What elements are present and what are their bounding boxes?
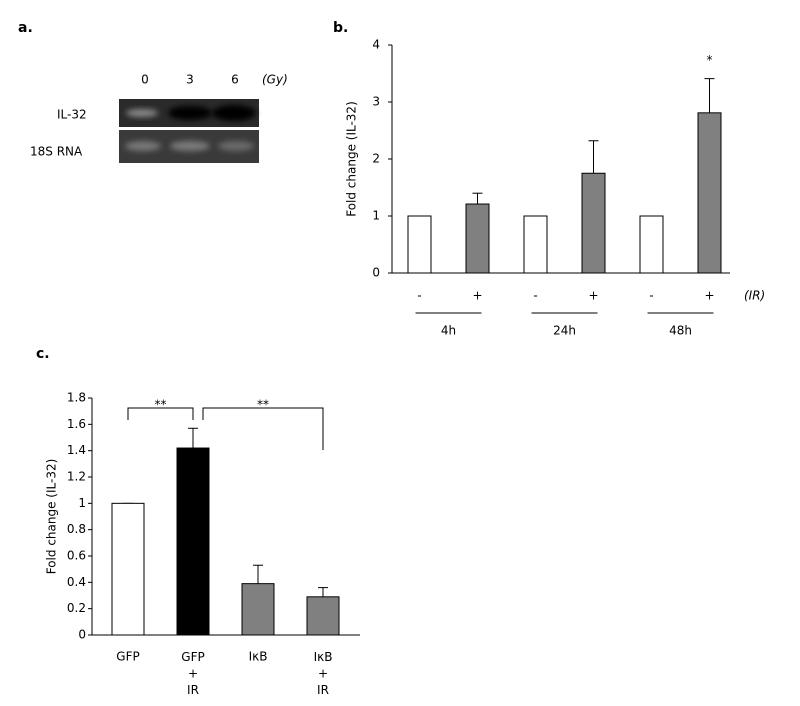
x-tick-line: IR — [187, 683, 199, 697]
y-tick-label: 0.4 — [67, 575, 86, 589]
bar — [523, 215, 548, 274]
y-tick-label: 4 — [372, 38, 380, 52]
x-tick-line: GFP — [181, 650, 204, 664]
x-tick-label: - — [649, 289, 653, 303]
bar — [306, 596, 340, 636]
bar — [176, 447, 210, 636]
bar — [581, 172, 606, 274]
unit-label: (Gy) — [262, 73, 288, 87]
bar — [111, 502, 145, 636]
row-label: IL-32 — [57, 108, 87, 122]
y-tick-label: 0 — [78, 628, 86, 642]
lane-label: 6 — [231, 73, 239, 87]
panel-label: c. — [36, 346, 50, 362]
row-label: 18S RNA — [30, 145, 83, 159]
x-tick-label: + — [588, 289, 598, 303]
x-tick-label: GFP — [116, 650, 139, 664]
significance-label: ** — [257, 398, 269, 412]
y-tick-label: 1.6 — [67, 417, 86, 431]
x-tick-line: + — [188, 666, 198, 680]
x-tick-line: + — [318, 666, 328, 680]
annotation: * — [707, 53, 713, 67]
y-tick-label: 1.4 — [67, 443, 86, 457]
x-tick-line: IR — [317, 683, 329, 697]
y-tick-label: 1.2 — [67, 470, 86, 484]
x-tick-line: IκB — [314, 650, 333, 664]
bar — [639, 215, 664, 274]
x-axis-label: (IR) — [744, 289, 765, 303]
x-tick-label: GFP + IR — [181, 650, 204, 697]
group-label: 4h — [441, 324, 456, 338]
x-tick-label: + — [704, 289, 714, 303]
x-tick-label: IκB + IR — [314, 650, 333, 697]
y-tick-label: 1.8 — [67, 391, 86, 405]
y-tick-label: 2 — [372, 152, 380, 166]
y-tick-label: 1 — [372, 209, 380, 223]
panel-label: a. — [18, 20, 33, 36]
bar — [241, 583, 275, 636]
y-tick-label: 0.2 — [67, 601, 86, 615]
y-tick-label: 0.6 — [67, 549, 86, 563]
group-label: 48h — [669, 324, 692, 338]
y-tick-label: 1 — [78, 496, 86, 510]
x-tick-label: - — [417, 289, 421, 303]
significance-bracket — [127, 407, 194, 420]
y-tick-label: 0.8 — [67, 522, 86, 536]
y-axis-label: Fold change (IL-32) — [45, 459, 59, 575]
x-tick-label: IκB — [249, 650, 268, 664]
x-tick-label: + — [472, 289, 482, 303]
lane-label: 3 — [186, 73, 194, 87]
gel — [119, 99, 259, 163]
significance-label: ** — [155, 398, 167, 412]
y-axis-label: Fold change (IL-32) — [345, 101, 359, 217]
lane-label: 0 — [141, 73, 149, 87]
bar — [407, 215, 432, 274]
significance-bracket — [202, 407, 324, 450]
y-tick-label: 3 — [372, 95, 380, 109]
group-label: 24h — [553, 324, 576, 338]
bar — [465, 203, 490, 274]
panel-label: b. — [333, 20, 348, 36]
y-tick-label: 0 — [372, 266, 380, 280]
bar — [697, 112, 722, 274]
x-tick-label: - — [533, 289, 537, 303]
